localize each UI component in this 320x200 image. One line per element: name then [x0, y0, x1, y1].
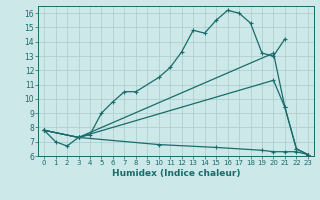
X-axis label: Humidex (Indice chaleur): Humidex (Indice chaleur) [112, 169, 240, 178]
